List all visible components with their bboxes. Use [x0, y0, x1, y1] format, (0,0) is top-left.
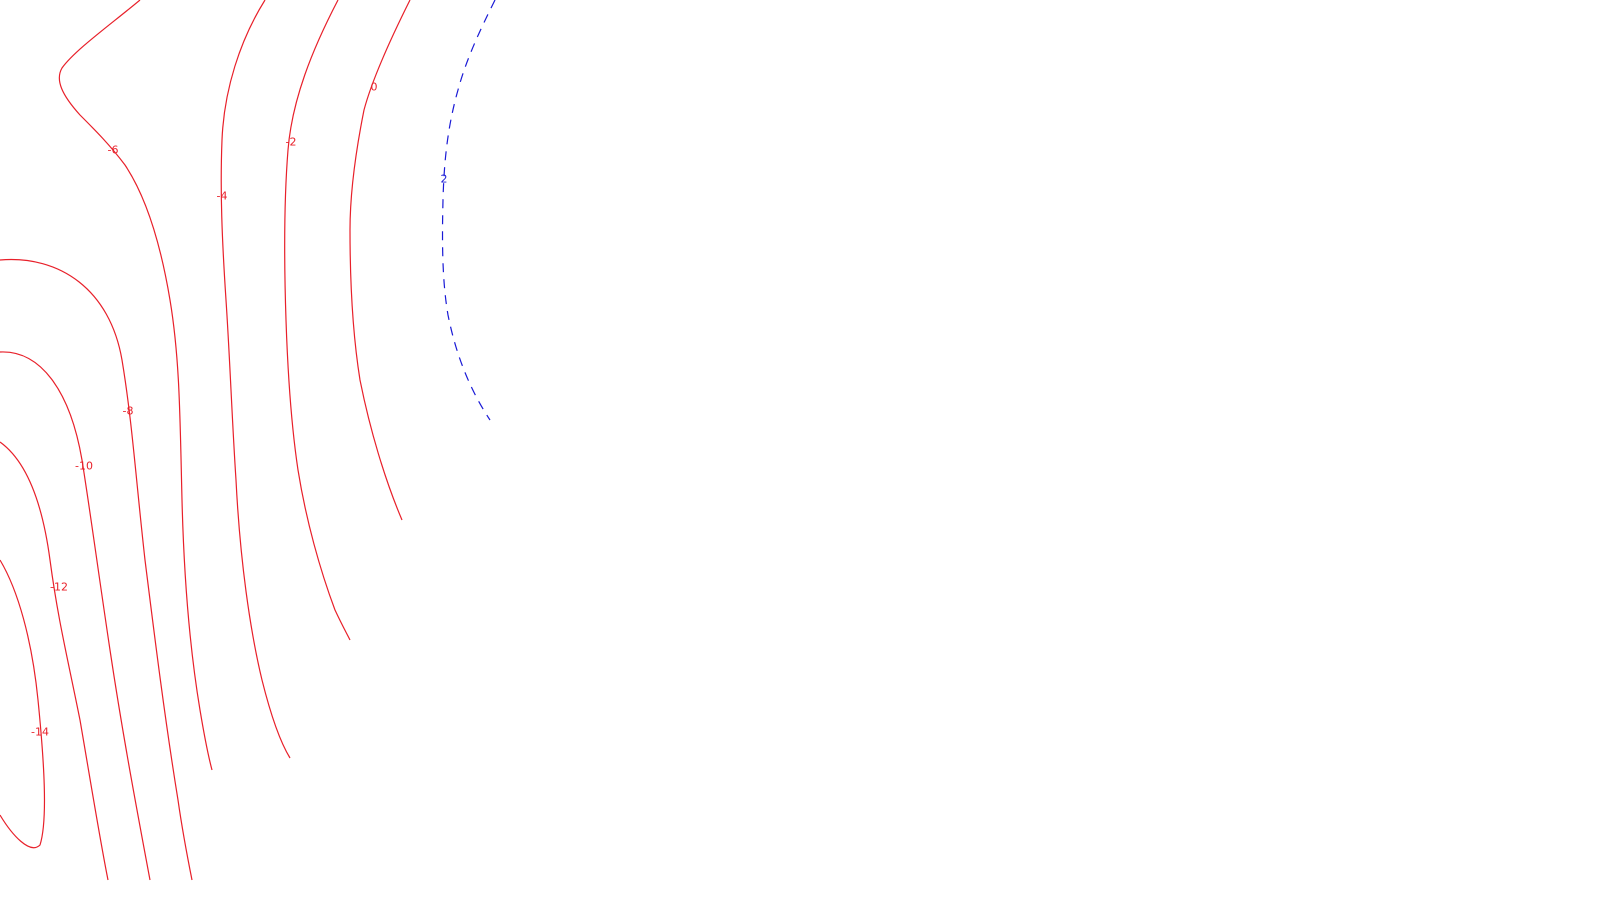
contour-label-minus-14: -14: [31, 726, 49, 739]
contour-line-minus-12: [0, 441, 109, 881]
contour-line-minus-6: [58, 0, 213, 771]
contour-label-minus-4: -4: [217, 190, 228, 203]
contour-label-minus-12: -12: [50, 581, 68, 594]
contour-line-minus-14: [0, 559, 46, 849]
contour-label-minus-2: -2: [286, 136, 297, 149]
contour-label-plus-2: 2: [441, 173, 448, 186]
contour-label-minus-10: -10: [75, 460, 93, 473]
contour-line-zero: [349, 0, 411, 521]
contour-label-minus-8: -8: [123, 405, 134, 418]
contour-label-zero: 0: [371, 81, 378, 94]
contour-line-plus-2: [441, 0, 496, 421]
contour-line-minus-4: [220, 0, 291, 759]
contour-line-minus-2: [284, 0, 351, 641]
contour-line-minus-8: [0, 258, 193, 881]
contour-line-minus-10: [0, 351, 151, 881]
contour-label-minus-6: -6: [108, 144, 119, 157]
